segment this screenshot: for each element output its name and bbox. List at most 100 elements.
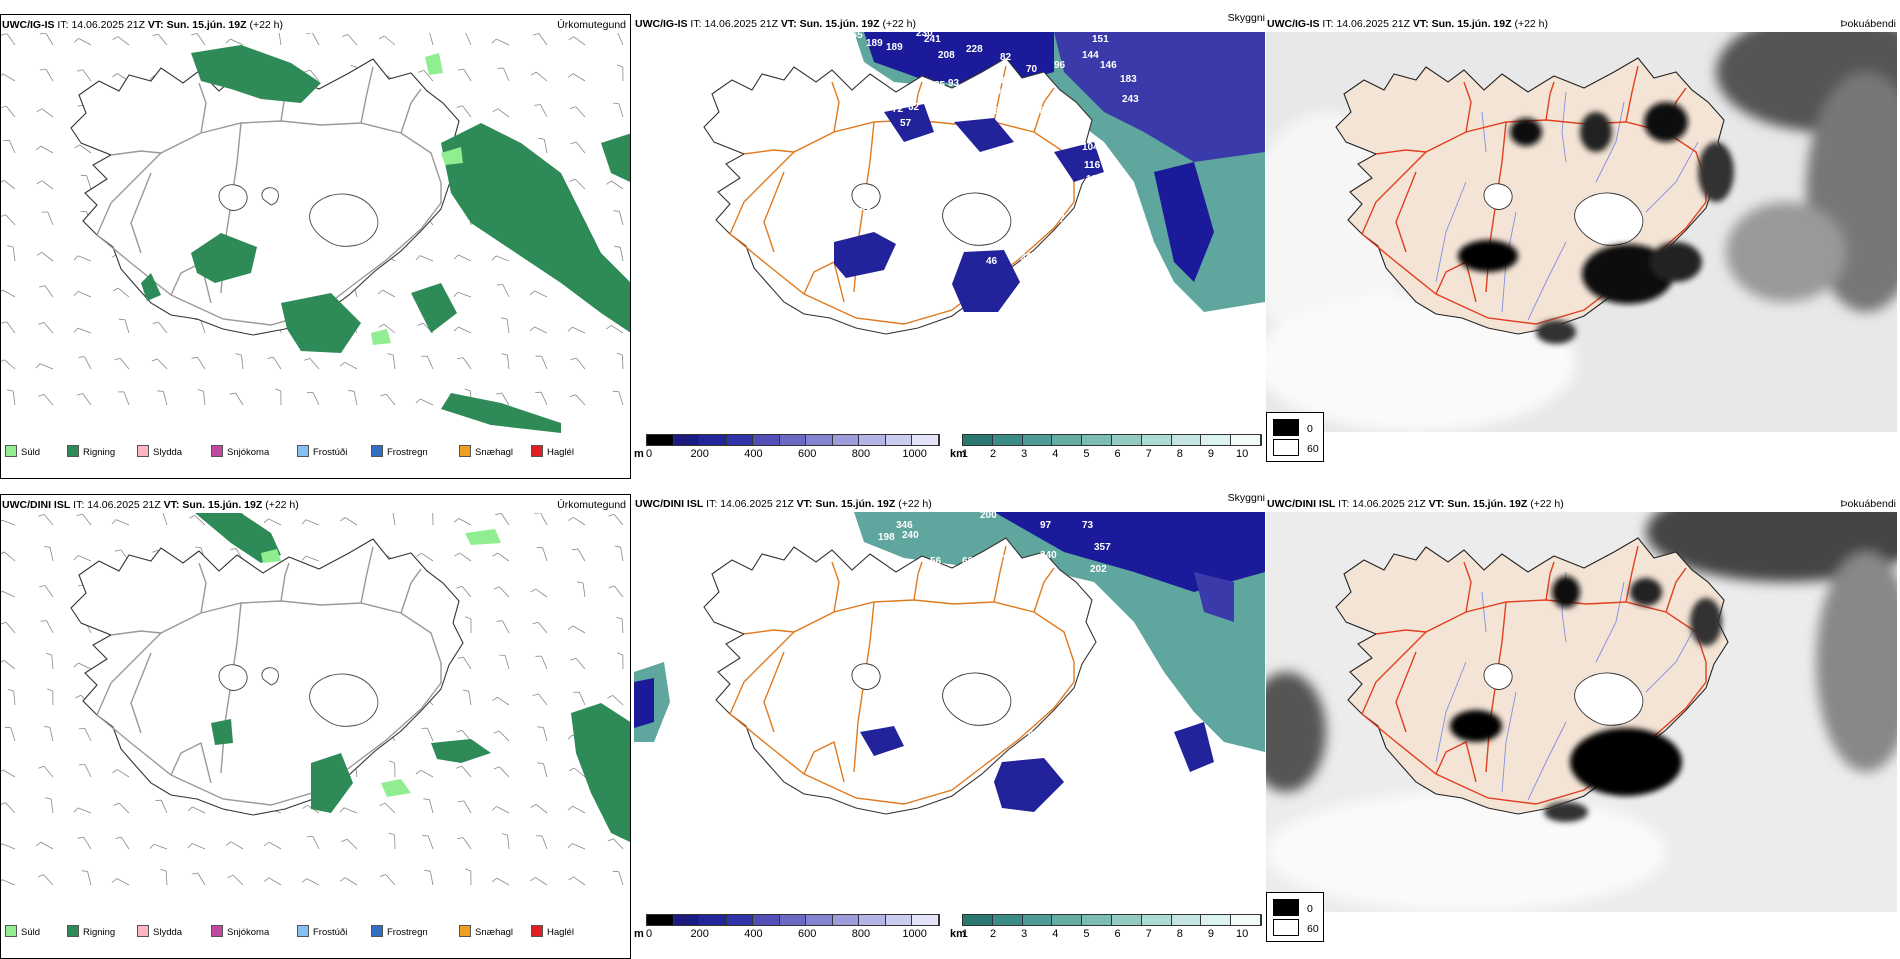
wind-barb-flag <box>416 399 420 403</box>
wind-barb <box>385 803 395 813</box>
wind-barb <box>50 547 53 561</box>
wind-barb-flag <box>303 805 308 808</box>
wind-barb <box>496 256 509 261</box>
wind-barb-flag <box>191 34 197 35</box>
wind-barb <box>620 247 623 261</box>
panel-header: UWC/IG-IS IT: 14.06.2025 21Z VT: Sun. 15… <box>634 16 1265 32</box>
wind-barb <box>7 34 15 45</box>
wind-barb <box>464 801 471 813</box>
wind-barb <box>463 838 471 850</box>
cloud-base-label: 93 <box>948 78 960 89</box>
wind-barb-flag <box>455 553 460 556</box>
fog-legend: 0 60 <box>1266 412 1324 462</box>
wind-barb-flag <box>79 728 85 729</box>
colorbar-tick: 600 <box>798 928 816 940</box>
wind-barb-flag <box>189 515 194 518</box>
wind-barb <box>48 212 53 225</box>
visibility-panel-row1: UWC/IG-IS IT: 14.06.2025 21Z VT: Sun. 15… <box>634 14 1265 479</box>
legend-label: Rigning <box>83 447 115 458</box>
wind-barb <box>116 520 129 525</box>
legend-item: Súld <box>5 925 40 938</box>
wind-barb <box>2 844 15 849</box>
colorbar-bin <box>1231 915 1261 925</box>
wind-barb <box>120 358 129 369</box>
wind-barb <box>13 247 15 261</box>
wind-barb-flag <box>497 285 503 286</box>
wind-barb <box>534 327 547 333</box>
wind-barb <box>420 399 433 405</box>
wind-barb-flag <box>1 360 5 363</box>
legend-label: Rigning <box>83 927 115 938</box>
wind-barb <box>344 808 357 813</box>
colorbar-tick: 200 <box>691 928 709 940</box>
wind-barb-flag <box>454 255 458 259</box>
colorbar-bin <box>647 435 674 445</box>
wind-barb <box>534 291 547 297</box>
wind-barb-flag <box>152 550 158 552</box>
wind-barb <box>538 694 547 705</box>
cloud-base-label: 144 <box>1082 50 1099 61</box>
wind-barb <box>154 844 167 849</box>
wind-barb-flag <box>302 520 306 524</box>
wind-barb-flag <box>192 357 198 358</box>
wind-barb-flag <box>493 553 498 556</box>
wind-barb-flag <box>116 837 122 838</box>
wind-barb <box>125 320 129 333</box>
wind-barb-flag <box>1 180 4 183</box>
wind-barb-flag <box>458 657 464 658</box>
legend-swatch <box>531 925 543 937</box>
legend-item: Slydda <box>137 445 182 458</box>
wind-barb-flag <box>39 286 45 288</box>
colorbar-tick: 5 <box>1083 928 1089 940</box>
wind-barb-flag <box>568 517 573 520</box>
fog-panel-row1: UWC/IG-IS IT: 14.06.2025 21Z VT: Sun. 15… <box>1266 14 1900 479</box>
wind-barb-flag <box>378 290 383 294</box>
wind-barb-flag <box>302 879 307 883</box>
wind-barb-flag <box>416 553 421 557</box>
legend-item: Haglél <box>531 445 574 458</box>
wind-barb <box>393 513 395 525</box>
colorbar-bin <box>1231 435 1261 445</box>
wind-barb <box>384 36 395 45</box>
wind-barb-flag <box>389 833 395 835</box>
cloud-base-label: 240 <box>902 530 919 541</box>
product-name: Þokuábendi <box>1841 498 1896 510</box>
wind-barb <box>497 807 509 814</box>
colorbar-bin <box>1082 435 1112 445</box>
wind-barb-flag <box>568 806 573 810</box>
cloud-base-label: 56 <box>930 556 942 567</box>
wind-barb <box>613 695 623 705</box>
wind-barb-flag <box>153 34 159 36</box>
wind-barb <box>6 106 15 117</box>
wind-barb <box>429 800 433 814</box>
cloud-base-label: 151 <box>1092 34 1109 45</box>
panel-title: UWC/DINI ISL IT: 14.06.2025 21Z VT: Sun.… <box>1267 498 1564 510</box>
colorbar-bin <box>859 915 886 925</box>
wind-barb <box>536 804 547 813</box>
wind-barb <box>310 358 319 369</box>
wind-barb <box>79 38 91 45</box>
colorbar-bin <box>833 435 860 445</box>
panel-title: UWC/DINI ISL IT: 14.06.2025 21Z VT: Sun.… <box>635 498 932 510</box>
wind-barb <box>458 292 471 297</box>
wind-barb <box>535 877 547 885</box>
legend-label: Snæhagl <box>475 927 513 938</box>
wind-barb-flag <box>79 764 85 765</box>
wind-barb <box>622 619 623 633</box>
wind-barb-flag <box>569 37 574 40</box>
wind-barb <box>428 836 433 849</box>
wind-barb <box>540 513 547 525</box>
wind-barb <box>464 69 471 81</box>
wind-barb-flag <box>380 875 386 877</box>
wind-barb <box>348 35 357 46</box>
wind-barb-flag <box>454 327 458 331</box>
colorbar-bin <box>806 915 833 925</box>
wind-barb-flag <box>389 761 395 763</box>
wind-barb-flag <box>458 69 464 70</box>
wind-barb-flag <box>502 834 508 836</box>
wind-barb <box>430 871 433 885</box>
wind-barb-flag <box>76 695 81 698</box>
wind-barb <box>50 727 53 741</box>
wind-barb <box>78 556 91 562</box>
